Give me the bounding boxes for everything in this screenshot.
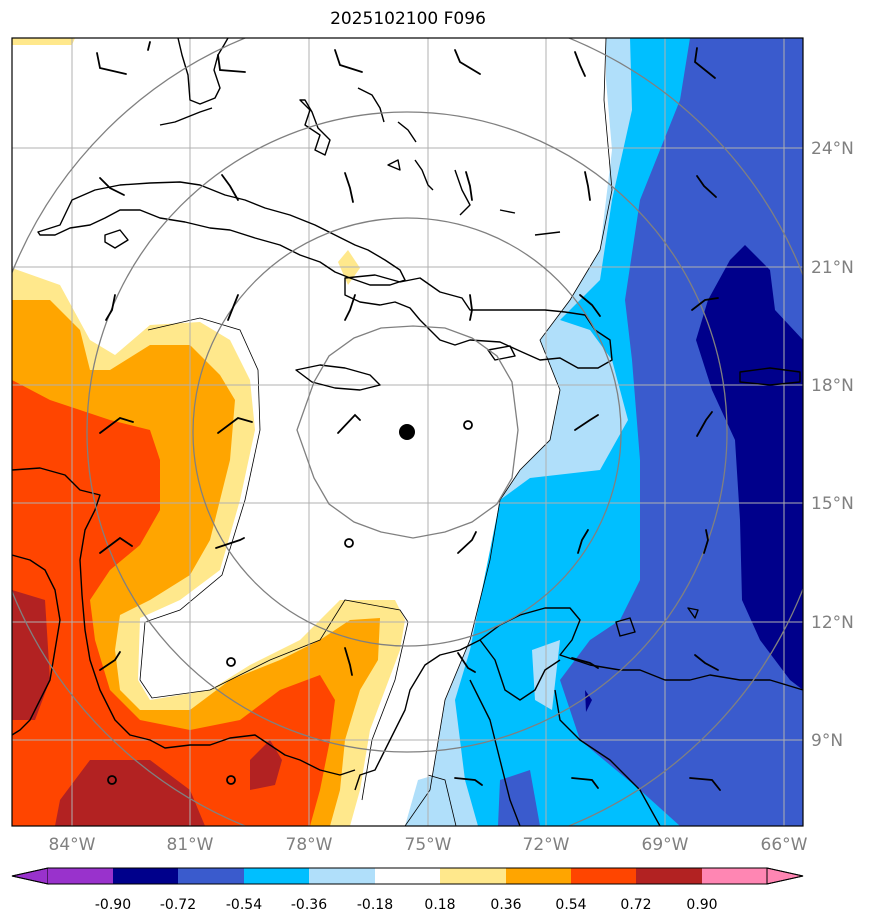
negative-anomaly-fill <box>405 38 803 826</box>
lat-tick-label: 18°N <box>811 376 854 396</box>
colorbar-bin <box>244 868 309 884</box>
colorbar-tick-label: -0.18 <box>357 897 393 913</box>
map-panel <box>12 38 803 826</box>
colorbar-bin <box>636 868 702 884</box>
lon-tick-label: 66°W <box>761 835 808 855</box>
graticule <box>12 38 803 826</box>
coastlines <box>12 38 803 826</box>
zero-contour-lines <box>139 38 613 826</box>
colorbar-bin <box>113 868 178 884</box>
longitude-labels: 84°W 81°W 78°W 75°W 72°W 69°W 66°W <box>49 835 808 855</box>
range-rings <box>12 38 803 826</box>
colorbar-bin <box>506 868 571 884</box>
colorbar-tick-label: -0.36 <box>291 897 327 913</box>
colorbar-bin <box>571 868 636 884</box>
colorbar-tick-label: 0.18 <box>424 897 455 913</box>
colorbar-bin <box>48 868 113 884</box>
lat-tick-label: 21°N <box>811 258 854 278</box>
colorbar-tick-label: 0.54 <box>555 897 586 913</box>
lon-tick-label: 84°W <box>49 835 96 855</box>
wind-barbs <box>96 41 721 791</box>
colorbar-bin <box>440 868 506 884</box>
lat-tick-label: 24°N <box>811 139 854 159</box>
colorbar-tick-label: -0.54 <box>226 897 262 913</box>
colorbar-bin <box>309 868 375 884</box>
lat-tick-label: 12°N <box>811 613 854 633</box>
colorbar-tick-label: 0.36 <box>490 897 521 913</box>
lon-tick-label: 81°W <box>167 835 214 855</box>
lon-tick-label: 72°W <box>523 835 570 855</box>
storm-center-marker <box>399 424 415 440</box>
colorbar-extend-low <box>11 867 49 885</box>
lon-tick-label: 78°W <box>286 835 333 855</box>
lon-tick-label: 69°W <box>642 835 689 855</box>
colorbar-extend-high <box>766 867 804 885</box>
map-frame <box>11 37 804 827</box>
lat-tick-label: 9°N <box>811 731 843 751</box>
lon-tick-label: 75°W <box>405 835 452 855</box>
colorbar-tick-label: -0.72 <box>160 897 196 913</box>
colorbar-bin <box>375 868 440 884</box>
map-title: 2025102100 F096 <box>330 9 486 29</box>
calm-wind-markers <box>107 420 473 785</box>
latitude-labels: 24°N 21°N 18°N 15°N 12°N 9°N <box>811 139 854 751</box>
colorbar-bin <box>178 868 244 884</box>
colorbar: -0.90 -0.72 -0.54 -0.36 -0.18 0.18 0.36 … <box>11 867 804 913</box>
colorbar-tick-label: 0.90 <box>686 897 717 913</box>
colorbar-tick-label: 0.72 <box>620 897 651 913</box>
colorbar-bin <box>702 868 767 884</box>
colorbar-tick-label: -0.90 <box>95 897 131 913</box>
lat-tick-label: 15°N <box>811 494 854 514</box>
